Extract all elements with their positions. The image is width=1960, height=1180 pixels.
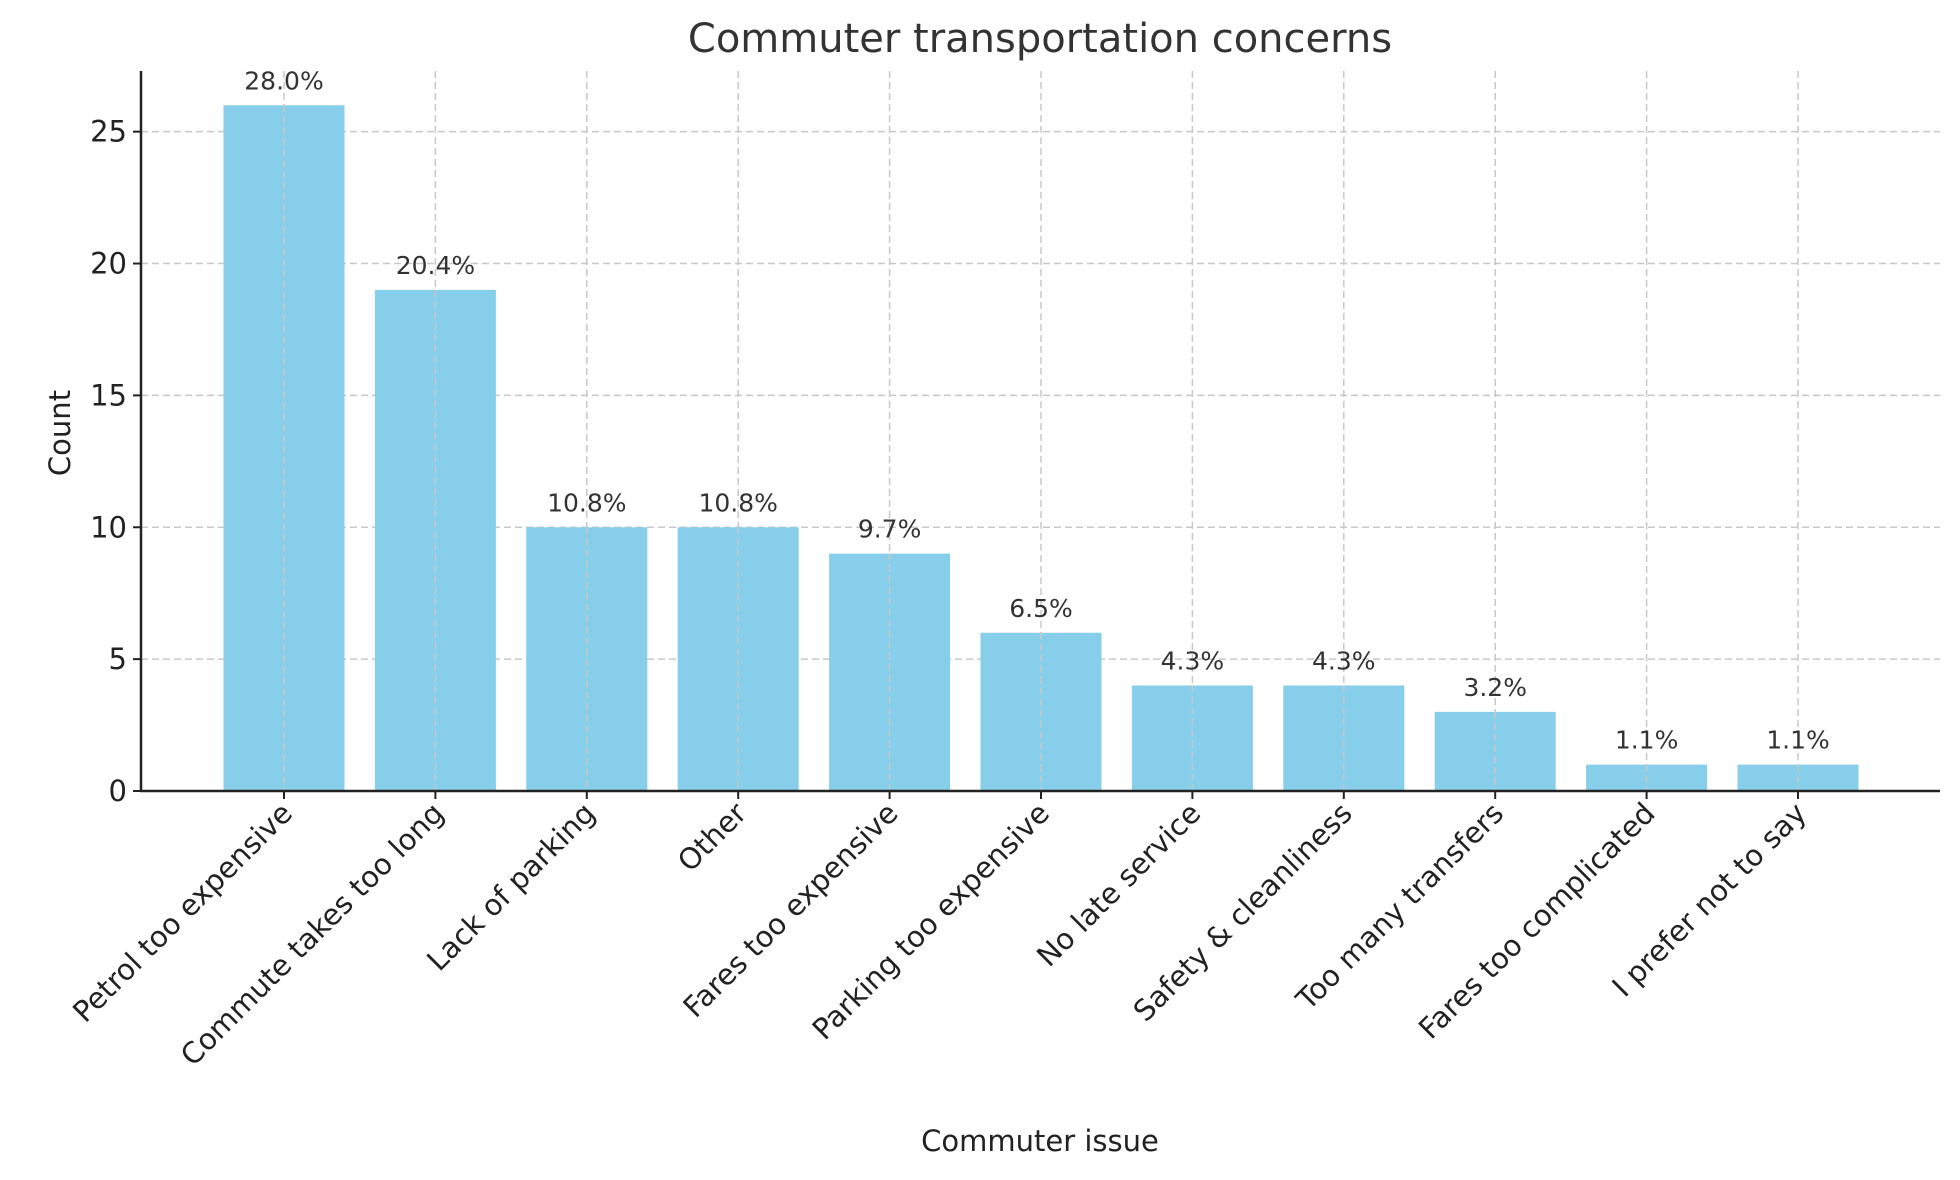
bar: [526, 527, 648, 791]
bar-data-label: 4.3%: [1312, 647, 1376, 676]
bar: [677, 527, 799, 791]
y-axis-label: Count: [43, 390, 77, 476]
bar-data-label: 4.3%: [1161, 647, 1225, 676]
bar-data-label: 1.1%: [1766, 726, 1830, 755]
x-axis-label: Commuter issue: [921, 1124, 1159, 1158]
bar-data-label: 28.0%: [244, 66, 323, 95]
x-tick-label: Lack of parking: [420, 796, 602, 978]
bar-data-label: 9.7%: [858, 515, 922, 544]
bar-data-label: 20.4%: [396, 251, 475, 280]
y-tick-label: 25: [90, 115, 127, 149]
y-tick-label: 15: [90, 378, 127, 412]
x-tick-label: No late service: [1030, 796, 1207, 973]
bar-data-label: 3.2%: [1463, 673, 1527, 702]
bar: [374, 289, 496, 791]
x-tick-label: Other: [671, 796, 753, 878]
y-tick-label: 0: [109, 774, 127, 808]
y-tick-label: 10: [90, 510, 127, 544]
x-tick-label: Commute takes too long: [174, 796, 451, 1073]
bar-data-label: 10.8%: [698, 488, 777, 517]
bar-data-label: 6.5%: [1009, 594, 1073, 623]
y-tick-label: 20: [90, 247, 127, 281]
bar-data-label: 10.8%: [547, 488, 626, 517]
bar-data-label: 1.1%: [1615, 726, 1679, 755]
y-tick-label: 5: [109, 642, 127, 676]
chart-title: Commuter transportation concerns: [688, 16, 1392, 62]
